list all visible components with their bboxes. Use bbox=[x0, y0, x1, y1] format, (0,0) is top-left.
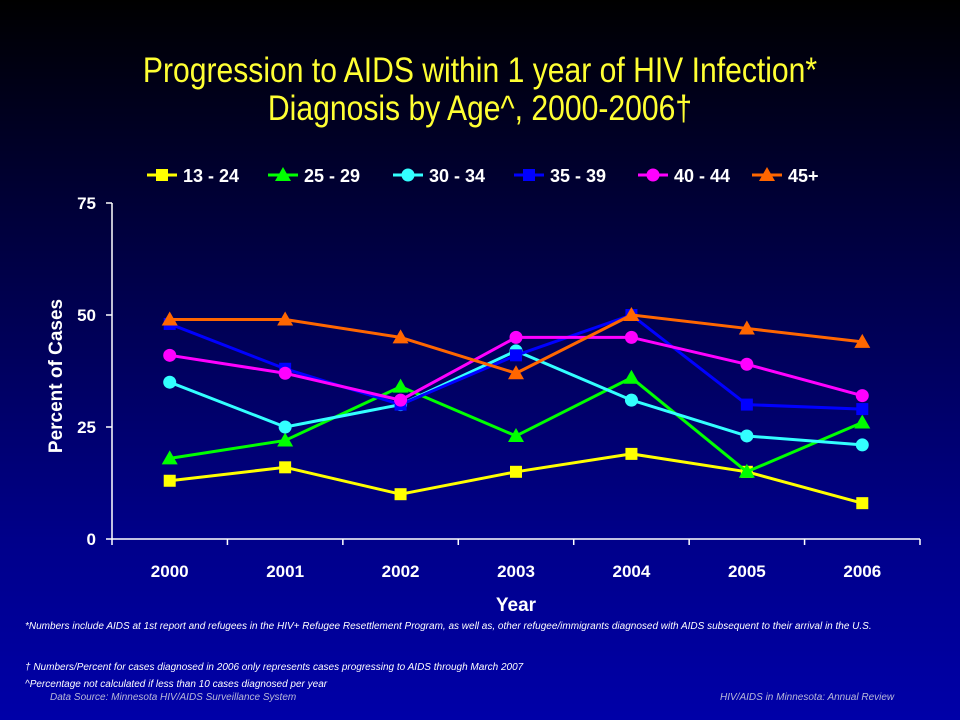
legend-marker bbox=[647, 169, 660, 182]
data-point bbox=[395, 488, 407, 500]
data-point bbox=[393, 379, 409, 393]
legend-label: 40 - 44 bbox=[674, 166, 730, 186]
data-point bbox=[625, 448, 637, 460]
legend-item: 13 - 24 bbox=[147, 166, 239, 186]
footnote-1: *Numbers include AIDS at 1st report and … bbox=[25, 620, 930, 634]
legend-item: 35 - 39 bbox=[514, 166, 606, 186]
data-point bbox=[279, 461, 291, 473]
data-point bbox=[279, 421, 292, 434]
data-point bbox=[741, 399, 753, 411]
data-point bbox=[510, 331, 523, 344]
legend-label: 35 - 39 bbox=[550, 166, 606, 186]
y-tick-label: 75 bbox=[77, 194, 96, 213]
series-35-39 bbox=[164, 309, 869, 415]
data-point bbox=[625, 331, 638, 344]
x-tick-label: 2004 bbox=[613, 562, 651, 581]
series-line bbox=[170, 454, 863, 503]
x-tick-label: 2006 bbox=[843, 562, 881, 581]
data-point bbox=[856, 389, 869, 402]
data-point bbox=[854, 415, 870, 429]
data-point bbox=[164, 475, 176, 487]
legend-item: 30 - 34 bbox=[393, 166, 485, 186]
data-point bbox=[510, 466, 522, 478]
legend-item: 40 - 44 bbox=[638, 166, 730, 186]
data-source: Data Source: Minnesota HIV/AIDS Surveill… bbox=[50, 692, 296, 703]
y-tick-label: 25 bbox=[77, 418, 96, 437]
report-name: HIV/AIDS in Minnesota: Annual Review bbox=[720, 692, 894, 703]
data-point bbox=[163, 349, 176, 362]
data-point bbox=[163, 376, 176, 389]
legend-marker bbox=[156, 169, 168, 181]
data-point bbox=[279, 367, 292, 380]
legend-item: 25 - 29 bbox=[268, 166, 360, 186]
legend-label: 13 - 24 bbox=[183, 166, 239, 186]
legend-label: 25 - 29 bbox=[304, 166, 360, 186]
data-point bbox=[510, 349, 522, 361]
x-tick-label: 2002 bbox=[382, 562, 420, 581]
x-tick-label: 2003 bbox=[497, 562, 535, 581]
legend-item: 45+ bbox=[752, 166, 819, 186]
data-point bbox=[740, 429, 753, 442]
x-axis-title: Year bbox=[496, 595, 537, 616]
legend-label: 30 - 34 bbox=[429, 166, 485, 186]
legend-label: 45+ bbox=[788, 166, 819, 186]
series-line bbox=[170, 378, 863, 472]
data-point bbox=[394, 394, 407, 407]
x-tick-label: 2005 bbox=[728, 562, 766, 581]
series-13-24 bbox=[164, 448, 869, 509]
data-point bbox=[623, 370, 639, 384]
data-point bbox=[625, 394, 638, 407]
data-point bbox=[740, 358, 753, 371]
series-25-29 bbox=[162, 370, 871, 478]
x-tick-label: 2000 bbox=[151, 562, 189, 581]
line-chart: 0 25 50 75 2000 2001 2002 2003 2004 2005 2006 Year P… bbox=[0, 0, 960, 620]
data-point bbox=[856, 497, 868, 509]
legend-marker bbox=[523, 169, 535, 181]
y-tick-label: 0 bbox=[87, 530, 96, 549]
footnote-2: † Numbers/Percent for cases diagnosed in… bbox=[25, 661, 523, 675]
data-point bbox=[856, 403, 868, 415]
y-axis-title: Percent of Cases bbox=[46, 299, 67, 453]
x-tick-label: 2001 bbox=[266, 562, 304, 581]
data-point bbox=[856, 438, 869, 451]
footnote-3: ^Percentage not calculated if less than … bbox=[25, 678, 327, 692]
y-tick-label: 50 bbox=[77, 306, 96, 325]
legend-marker bbox=[402, 169, 415, 182]
